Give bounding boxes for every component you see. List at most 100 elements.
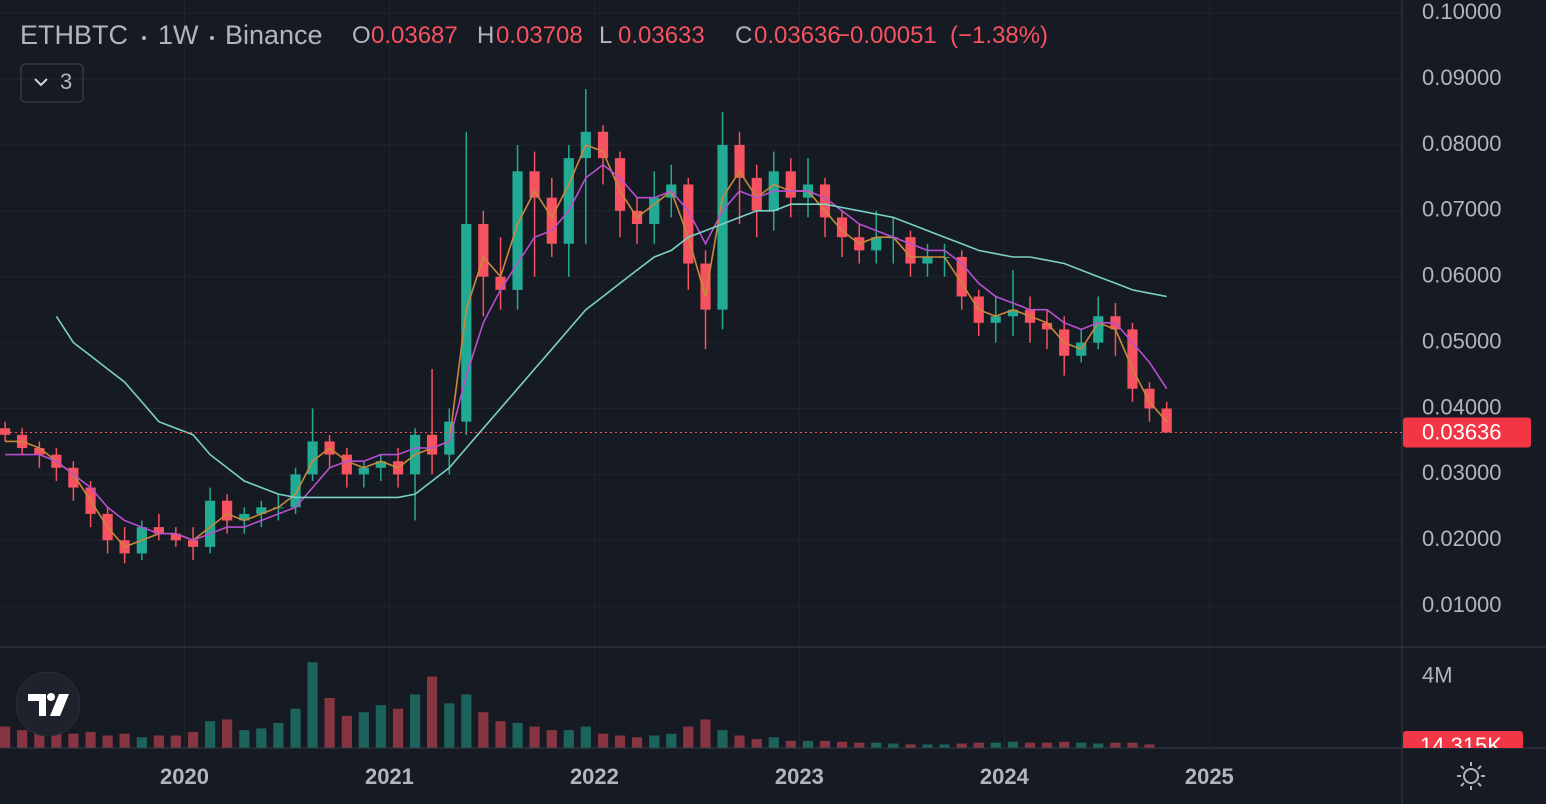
volume-bar xyxy=(836,741,848,748)
x-tick-label: 2023 xyxy=(775,764,824,789)
candle-body xyxy=(478,224,489,277)
volume-bar xyxy=(0,726,11,748)
ohlc-letter: O xyxy=(352,22,371,49)
volume-bar xyxy=(666,733,677,748)
volume-bar xyxy=(768,737,779,748)
candle-body xyxy=(700,263,711,310)
y-tick-label: 0.10000 xyxy=(1422,0,1502,24)
last-volume-tag xyxy=(1403,731,1523,748)
moving-average xyxy=(55,203,1167,499)
separator xyxy=(142,36,146,40)
volume-bar xyxy=(17,730,28,748)
candle-body xyxy=(341,454,352,475)
candle-body xyxy=(529,171,540,198)
volume-bar xyxy=(854,742,865,748)
candle-body xyxy=(307,441,318,475)
volume-bar xyxy=(683,726,694,748)
candle-body xyxy=(1127,329,1138,389)
volume-bar xyxy=(222,719,233,748)
volume-bar xyxy=(495,721,506,748)
indicator-count: 3 xyxy=(60,69,72,94)
candle-body xyxy=(204,500,216,547)
y-tick-label: 0.01000 xyxy=(1422,592,1502,617)
volume-bar xyxy=(512,723,523,748)
settings-icon[interactable] xyxy=(1457,762,1485,790)
candle-body xyxy=(734,144,745,178)
volume-bar xyxy=(734,735,745,748)
candle-body xyxy=(170,533,181,541)
last-volume: 14.315K xyxy=(1403,731,1523,758)
volume-bar xyxy=(119,733,130,748)
candle-body xyxy=(785,171,796,198)
candle-body xyxy=(68,467,79,488)
candle-body xyxy=(426,434,438,455)
volume-bar xyxy=(1007,741,1019,748)
candle-body xyxy=(1007,309,1019,317)
y-tick-label: 0.08000 xyxy=(1422,131,1502,156)
volume-bar xyxy=(888,743,899,748)
candle-body xyxy=(34,448,45,455)
volume-bar xyxy=(905,744,916,748)
volume-bar xyxy=(51,730,62,748)
y-tick-label: 0.06000 xyxy=(1422,263,1502,288)
y-tick-label: 0.02000 xyxy=(1422,526,1502,551)
last-price-tag xyxy=(1403,417,1531,448)
symbol: ETHBTC xyxy=(20,20,128,50)
candle-body xyxy=(1041,322,1053,330)
candle-body xyxy=(1144,388,1155,409)
y-tick-label: 0.09000 xyxy=(1422,65,1502,90)
indicator-toggle[interactable] xyxy=(20,63,84,103)
volume-bar xyxy=(1110,742,1121,748)
volume-bar xyxy=(631,737,643,748)
y-tick-label: 0.05000 xyxy=(1422,328,1502,353)
volume-bar xyxy=(1024,742,1036,748)
last-volume-label: 14.315K xyxy=(1420,733,1502,758)
candle-body xyxy=(956,256,967,297)
candle-body xyxy=(819,184,831,218)
candle-body xyxy=(153,527,164,534)
x-tick-label: 2021 xyxy=(365,764,414,789)
volume-bar xyxy=(922,744,933,748)
candle-body xyxy=(512,171,523,290)
moving-average xyxy=(5,163,1168,542)
volume-bar xyxy=(1076,742,1087,748)
volume-bar xyxy=(973,742,984,748)
volume-bar xyxy=(392,708,404,748)
candle-body xyxy=(358,467,369,475)
candle-body xyxy=(836,217,848,238)
volume-bar xyxy=(785,740,796,748)
candle-body xyxy=(922,256,933,264)
candle-body xyxy=(683,184,694,264)
logo-mark xyxy=(28,694,69,716)
separator xyxy=(210,36,214,40)
volume-bar xyxy=(375,705,386,748)
volume-bar xyxy=(34,731,45,748)
volume-bar xyxy=(358,712,369,748)
volume-bar xyxy=(461,694,472,748)
ohlc-value: 0.03636 xyxy=(754,22,841,49)
volume-bar xyxy=(529,726,540,748)
volume-bar xyxy=(751,739,762,748)
volume-bar xyxy=(1144,744,1155,748)
candle-body xyxy=(614,158,626,211)
volume-bar xyxy=(204,721,216,748)
candle-body xyxy=(990,316,1001,323)
candle-body xyxy=(461,224,472,422)
logo[interactable] xyxy=(15,671,81,737)
volume-bar xyxy=(256,728,267,748)
candle-body xyxy=(563,158,574,244)
candle-body xyxy=(717,144,728,310)
change-pct: (−1.38%) xyxy=(950,22,1048,49)
volume-bar xyxy=(649,735,660,748)
chevron-icon xyxy=(34,78,48,87)
candle-body xyxy=(597,131,609,159)
moving-averages xyxy=(5,143,1168,548)
volume-bar xyxy=(290,708,301,748)
x-tick-label: 2022 xyxy=(570,764,619,789)
volume-bar xyxy=(307,662,318,748)
volume-bar xyxy=(1093,743,1104,748)
volume-bar xyxy=(717,730,728,748)
volume-bar xyxy=(700,719,711,748)
moving-average xyxy=(5,143,1168,548)
